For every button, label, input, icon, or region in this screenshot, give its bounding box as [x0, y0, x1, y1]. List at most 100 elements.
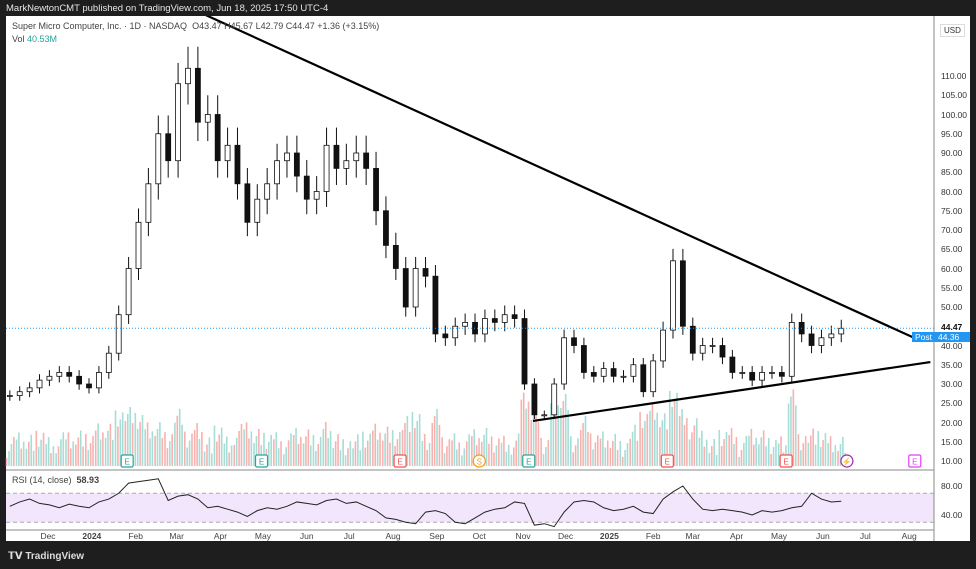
- time-tick: Dec: [557, 531, 574, 541]
- volume-bar: [473, 429, 476, 466]
- volume-bar: [792, 389, 795, 466]
- candle-body: [402, 268, 409, 308]
- volume-bar: [109, 423, 112, 466]
- volume-bar: [168, 441, 171, 466]
- candle-body: [264, 183, 271, 200]
- volume-bar: [270, 434, 272, 466]
- time-tick: 2025: [599, 531, 619, 541]
- candle-body: [699, 345, 706, 354]
- time-tick: Apr: [213, 531, 228, 541]
- volume-bar: [461, 455, 463, 466]
- symbol-title[interactable]: Super Micro Computer, Inc. · 1D · NASDAQ: [12, 21, 188, 31]
- volume-bar: [478, 438, 480, 466]
- volume-bar: [431, 422, 434, 466]
- volume-bar: [287, 440, 290, 466]
- volume-bar: [557, 405, 560, 466]
- time-tick: Sep: [429, 531, 445, 541]
- volume-bar: [255, 436, 258, 466]
- event-label: E: [397, 458, 402, 467]
- volume-bar: [104, 437, 107, 466]
- volume-bar: [72, 441, 75, 466]
- volume-bar: [282, 454, 285, 466]
- volume-bar: [594, 442, 597, 466]
- volume-bar: [520, 399, 523, 466]
- volume-bar: [752, 444, 755, 466]
- candle-body: [679, 260, 686, 327]
- volume-bar: [334, 441, 337, 466]
- volume-bar: [344, 455, 347, 466]
- event-label: ⚡: [842, 457, 852, 467]
- candle-body: [293, 152, 300, 177]
- candle-body: [749, 372, 756, 381]
- event-earnings-beat-icon: [254, 454, 269, 468]
- volume-bar: [636, 440, 639, 466]
- post-label: Post: [912, 332, 936, 343]
- candle-body: [462, 321, 469, 327]
- volume-bar: [406, 416, 409, 466]
- candle-body: [838, 327, 845, 335]
- rsi-label[interactable]: RSI (14, close): [12, 475, 72, 485]
- price-tick: 40.00: [941, 340, 963, 351]
- volume-bar: [245, 422, 248, 466]
- last-price-label: 44.47: [941, 322, 963, 333]
- volume-bar: [319, 436, 322, 466]
- volume-bar: [540, 438, 542, 466]
- volume-bar: [280, 441, 282, 466]
- volume-bar: [807, 442, 810, 466]
- volume-bar: [775, 440, 777, 466]
- volume-bar: [691, 432, 693, 466]
- volume-bar: [213, 425, 216, 466]
- volume-bar: [376, 439, 379, 466]
- candle-body: [6, 395, 13, 397]
- volume-bar: [500, 442, 503, 466]
- volume-bar: [532, 413, 535, 466]
- volume-bar: [842, 436, 844, 466]
- candle-body: [392, 244, 399, 269]
- candle-body: [36, 379, 43, 389]
- tradingview-logo[interactable]: 𝗧𝗩 TradingView: [8, 551, 84, 562]
- volume-bar: [102, 432, 104, 466]
- price-tick: 30.00: [941, 379, 963, 389]
- volume-bar: [812, 428, 814, 466]
- price-tick: 90.00: [941, 148, 963, 158]
- volume-bar: [515, 440, 518, 466]
- volume-bar: [292, 435, 295, 466]
- event-upcoming-icon: [908, 454, 922, 468]
- event-earnings-beat-icon: [522, 454, 536, 468]
- volume-bar: [693, 425, 696, 466]
- time-tick: Jul: [343, 531, 355, 541]
- volume-bar: [443, 453, 446, 466]
- volume-bar: [703, 446, 706, 466]
- volume-bar: [480, 441, 483, 466]
- volume-bar: [451, 440, 453, 466]
- volume-bar: [94, 430, 97, 466]
- volume-bar: [621, 457, 624, 466]
- tv-logo-icon: 𝗧𝗩: [8, 551, 23, 562]
- volume-bar: [772, 447, 775, 466]
- candle-body: [472, 321, 478, 335]
- candle-body: [670, 260, 676, 331]
- volume-bar: [18, 432, 20, 466]
- volume-bar: [55, 453, 57, 466]
- volume-bar: [631, 431, 634, 466]
- volume-bar: [572, 452, 575, 466]
- candle-body: [145, 183, 152, 223]
- volume-bar: [75, 444, 77, 466]
- candle-body: [610, 368, 617, 377]
- volume-bar: [794, 405, 797, 466]
- volume-bar: [614, 433, 616, 466]
- volume-bar: [626, 443, 629, 466]
- volume-bar: [404, 423, 406, 466]
- candle-body: [303, 175, 310, 200]
- candle-body: [719, 345, 726, 358]
- candle-body: [729, 356, 736, 373]
- volume-bar: [139, 422, 141, 466]
- candle-body: [788, 321, 795, 377]
- volume-bar: [701, 430, 703, 466]
- volume-bar: [683, 425, 686, 466]
- volume-bar: [468, 434, 470, 466]
- volume-bar: [834, 445, 837, 466]
- candle-body: [561, 337, 568, 385]
- volume-bar: [708, 453, 711, 466]
- candle-body: [511, 314, 518, 319]
